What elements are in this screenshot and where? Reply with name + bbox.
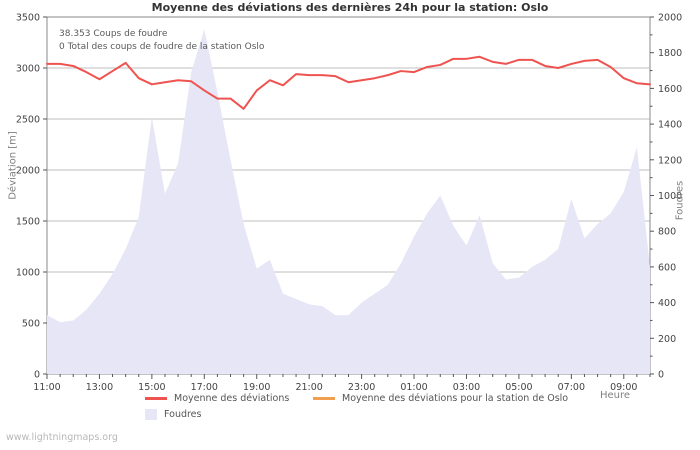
chart-legend: Moyenne des déviations Moyenne des dévia… xyxy=(0,392,700,427)
annotation-strokes-count: 38.353 Coups de foudre xyxy=(59,29,168,39)
svg-text:1600: 1600 xyxy=(658,84,682,95)
y-axis-left-label: Déviation [m] xyxy=(7,131,19,200)
svg-text:11:00: 11:00 xyxy=(33,382,60,393)
svg-text:13:00: 13:00 xyxy=(86,382,113,393)
y-axis-right-label: Foudres xyxy=(674,180,686,221)
svg-text:21:00: 21:00 xyxy=(295,382,322,393)
deviation-line-series xyxy=(46,55,651,110)
svg-text:500: 500 xyxy=(22,319,40,330)
svg-text:1800: 1800 xyxy=(658,48,682,59)
legend-item-station-deviation[interactable]: Moyenne des déviations pour la station d… xyxy=(313,393,568,404)
svg-text:15:00: 15:00 xyxy=(138,382,165,393)
svg-text:17:00: 17:00 xyxy=(191,382,218,393)
svg-text:2000: 2000 xyxy=(16,166,40,177)
svg-text:3000: 3000 xyxy=(16,64,40,75)
legend-label-deviation: Moyenne des déviations xyxy=(174,393,290,404)
svg-text:1000: 1000 xyxy=(16,268,40,279)
annotation-station-total: 0 Total des coups de foudre de la statio… xyxy=(59,42,265,52)
legend-label-strokes: Foudres xyxy=(164,409,202,420)
x-axis-ticks: 11:00 13:00 15:00 17:00 19:00 21:00 23:00 01:00… xyxy=(33,374,651,393)
svg-text:200: 200 xyxy=(658,334,676,345)
legend-item-deviation[interactable]: Moyenne des déviations xyxy=(145,393,289,404)
strokes-area-series xyxy=(47,29,650,374)
legend-label-station-deviation: Moyenne des déviations pour la station d… xyxy=(342,393,569,404)
svg-text:1500: 1500 xyxy=(16,217,40,228)
svg-text:01:00: 01:00 xyxy=(400,382,427,393)
y-axis-right-ticks: 0 200 400 600 800 1000 1200 1400 1600 1800 2000 xyxy=(650,13,682,381)
y-axis-left-ticks: 0 500 1000 1500 2000 2500 3000 3500 xyxy=(16,13,47,381)
svg-text:1400: 1400 xyxy=(658,120,682,131)
svg-text:07:00: 07:00 xyxy=(558,382,585,393)
legend-swatch-deviation xyxy=(145,397,167,400)
svg-text:800: 800 xyxy=(658,227,676,238)
legend-swatch-station-deviation xyxy=(313,397,335,400)
x-axis-label: Heure xyxy=(600,390,631,401)
watermark-text: www.lightningmaps.org xyxy=(6,432,118,443)
svg-text:19:00: 19:00 xyxy=(243,382,270,393)
chart-title: Moyenne des déviations des dernières 24h… xyxy=(151,1,549,14)
svg-text:3500: 3500 xyxy=(16,13,40,24)
svg-text:09:00: 09:00 xyxy=(610,382,637,393)
svg-text:400: 400 xyxy=(658,298,676,309)
legend-item-strokes[interactable]: Foudres xyxy=(145,409,201,420)
svg-text:0: 0 xyxy=(34,370,40,381)
legend-swatch-strokes xyxy=(145,409,157,420)
svg-text:0: 0 xyxy=(658,370,664,381)
svg-text:600: 600 xyxy=(658,262,676,273)
svg-text:03:00: 03:00 xyxy=(453,382,480,393)
svg-text:05:00: 05:00 xyxy=(505,382,532,393)
svg-text:23:00: 23:00 xyxy=(348,382,375,393)
svg-text:2500: 2500 xyxy=(16,115,40,126)
chart-plot-area: 0 500 1000 1500 2000 2500 3000 3500 0 200 400 600 8… xyxy=(16,13,682,394)
svg-text:2000: 2000 xyxy=(658,13,682,24)
svg-text:1000: 1000 xyxy=(658,191,682,202)
svg-text:1200: 1200 xyxy=(658,155,682,166)
